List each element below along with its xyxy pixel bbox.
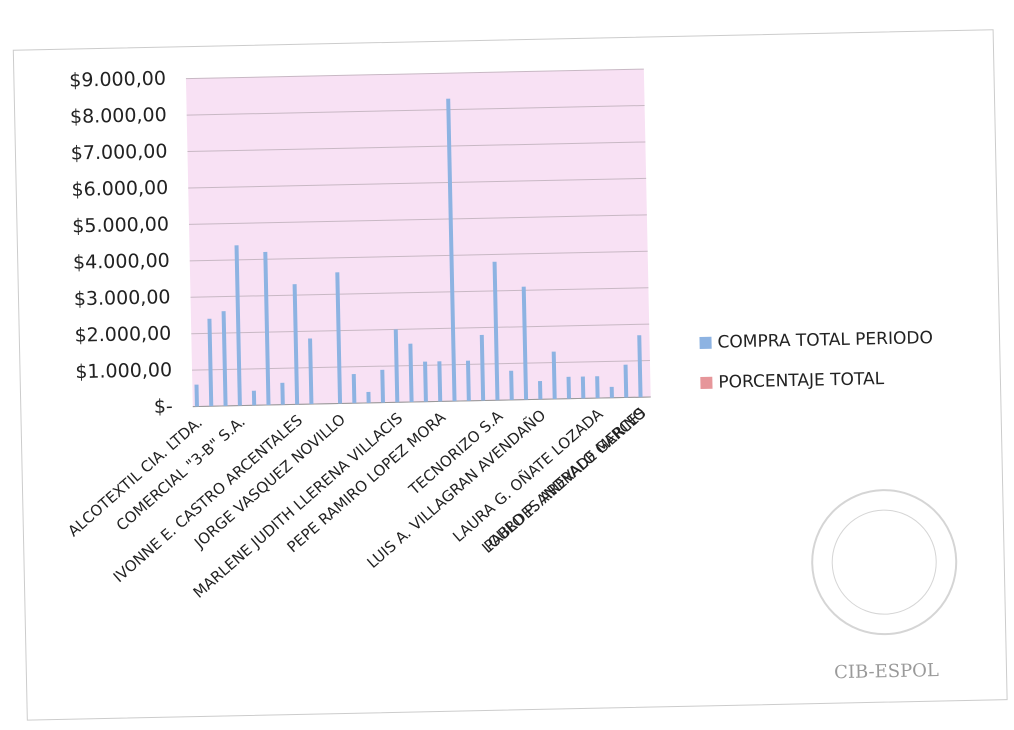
bar <box>335 272 343 404</box>
chart-card: CIB-ESPOL $- $1.000,00 $2.000,00 $3.000,00 $… <box>12 29 1008 721</box>
bar <box>566 376 572 399</box>
grid-line <box>185 68 644 80</box>
legend-swatch <box>700 376 713 389</box>
y-tick-label: $1.000,00 <box>75 359 172 383</box>
bar <box>280 382 285 405</box>
y-tick-label: $9.000,00 <box>69 68 166 92</box>
legend-label: COMPRA TOTAL PERIODO <box>717 328 933 353</box>
y-tick-label: $7.000,00 <box>71 140 168 164</box>
bar <box>351 374 357 404</box>
grid-line <box>188 214 647 225</box>
y-tick-label: $8.000,00 <box>70 104 167 128</box>
bar <box>551 351 557 400</box>
bar <box>492 261 500 401</box>
bar <box>580 376 586 399</box>
bar <box>637 335 643 398</box>
bar <box>595 376 600 399</box>
bar <box>446 98 457 402</box>
legend-label: PORCENTAJE TOTAL <box>718 369 885 392</box>
plot-area <box>185 69 651 407</box>
bar <box>623 364 629 398</box>
bar <box>194 384 199 407</box>
bar <box>479 334 486 401</box>
bar <box>221 311 228 406</box>
stamp-circle <box>831 509 937 615</box>
bar <box>292 284 300 405</box>
y-tick-label: $6.000,00 <box>71 177 168 201</box>
bar <box>380 369 385 403</box>
bar <box>207 318 214 407</box>
bar <box>609 386 614 398</box>
bar <box>521 286 529 400</box>
grid-line <box>187 141 646 153</box>
grid-line <box>188 177 647 189</box>
stamp-circle <box>811 489 958 636</box>
bar <box>437 361 443 402</box>
y-tick-label: $4.000,00 <box>73 250 170 274</box>
y-tick-label: $2.000,00 <box>74 323 171 347</box>
bar <box>263 251 271 406</box>
bar <box>234 245 242 406</box>
stamp <box>811 489 958 636</box>
y-tick-label: $3.000,00 <box>74 286 171 310</box>
legend-swatch <box>699 336 712 349</box>
y-tick-label: $- <box>154 396 173 418</box>
bar <box>509 370 514 400</box>
grid-line <box>186 105 645 116</box>
bar <box>423 361 428 402</box>
bar <box>251 390 257 406</box>
stamp-text: CIB-ESPOL <box>834 660 939 683</box>
bar <box>366 391 371 403</box>
bar <box>393 329 400 403</box>
bar <box>308 338 314 405</box>
bar <box>465 360 471 401</box>
y-tick-label: $5.000,00 <box>72 213 169 237</box>
bar <box>538 381 543 400</box>
bar <box>408 343 414 403</box>
